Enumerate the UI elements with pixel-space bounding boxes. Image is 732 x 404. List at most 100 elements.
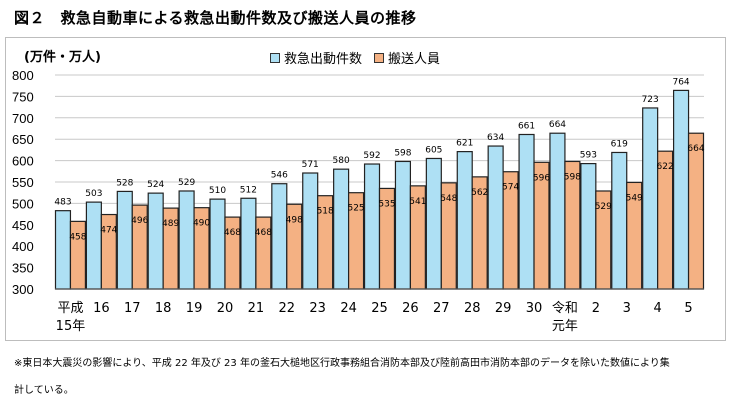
data-label-dispatch: 593 bbox=[580, 151, 597, 161]
x-tick-label: 平成 bbox=[57, 301, 83, 316]
legend-item-transport: 搬送人員 bbox=[374, 48, 440, 67]
x-tick-label: 27 bbox=[433, 301, 450, 316]
data-label-transport: 458 bbox=[69, 232, 86, 242]
y-tick-label: 750 bbox=[12, 89, 34, 104]
data-label-transport: 496 bbox=[131, 216, 148, 226]
bar-dispatch bbox=[456, 151, 473, 290]
legend-label-dispatch: 救急出動件数 bbox=[284, 52, 363, 67]
data-label-transport: 474 bbox=[100, 226, 117, 236]
y-tick-label: 400 bbox=[12, 239, 34, 254]
y-tick-label: 300 bbox=[12, 282, 34, 297]
data-label-transport: 541 bbox=[409, 197, 426, 207]
data-label-transport: 598 bbox=[564, 172, 581, 182]
bar-dispatch bbox=[394, 160, 412, 290]
x-tick-label: 5 bbox=[684, 301, 692, 316]
y-tick-label: 350 bbox=[12, 261, 34, 276]
data-label-transport: 664 bbox=[687, 144, 704, 154]
bar-dispatch bbox=[642, 107, 659, 290]
bar-transport bbox=[687, 132, 705, 290]
bar-dispatch bbox=[271, 183, 288, 290]
data-label-dispatch: 764 bbox=[672, 77, 689, 87]
data-label-dispatch: 661 bbox=[518, 121, 535, 131]
data-label-dispatch: 512 bbox=[240, 185, 257, 195]
x-tick-label: 29 bbox=[495, 301, 512, 316]
data-label-dispatch: 619 bbox=[611, 139, 628, 149]
data-label-dispatch: 598 bbox=[394, 148, 411, 158]
y-tick-label: 500 bbox=[12, 196, 34, 211]
data-label-transport: 489 bbox=[162, 219, 179, 229]
y-axis-unit-label: (万件・万人) bbox=[24, 50, 101, 65]
data-label-dispatch: 524 bbox=[147, 180, 164, 190]
x-tick-label: 28 bbox=[464, 301, 481, 316]
bar-dispatch bbox=[487, 145, 504, 290]
x-tick-label: 4 bbox=[654, 301, 662, 316]
x-tick-label: 15年 bbox=[56, 319, 86, 334]
y-tick-label: 600 bbox=[12, 154, 34, 169]
x-tick-label: 25 bbox=[371, 301, 388, 316]
footnote-line-2: 計している。 bbox=[14, 385, 74, 396]
data-label-dispatch: 529 bbox=[178, 178, 195, 188]
x-tick-label: 20 bbox=[217, 301, 234, 316]
y-tick-label: 550 bbox=[12, 175, 34, 190]
bar-dispatch bbox=[363, 163, 381, 290]
data-label-transport: 562 bbox=[471, 188, 488, 198]
bar-dispatch bbox=[116, 190, 133, 290]
data-label-transport: 596 bbox=[533, 173, 550, 183]
data-label-transport: 490 bbox=[193, 219, 210, 229]
data-label-transport: 518 bbox=[317, 207, 334, 217]
bar-dispatch bbox=[302, 172, 319, 290]
data-label-transport: 525 bbox=[347, 204, 364, 214]
legend-label-transport: 搬送人員 bbox=[388, 52, 441, 67]
x-tick-label: 30 bbox=[526, 301, 543, 316]
data-label-transport: 529 bbox=[595, 202, 612, 212]
y-tick-label: 800 bbox=[12, 68, 34, 83]
bar-dispatch bbox=[147, 192, 164, 290]
data-label-dispatch: 605 bbox=[425, 145, 442, 155]
chart-title: 図２ 救急自動車による救急出動件数及び搬送人員の推移 bbox=[14, 9, 417, 27]
data-label-dispatch: 483 bbox=[54, 198, 71, 208]
x-tick-label: 16 bbox=[93, 301, 110, 316]
data-label-transport: 498 bbox=[286, 215, 303, 225]
x-tick-label: 18 bbox=[155, 301, 172, 316]
data-label-dispatch: 528 bbox=[116, 178, 133, 188]
data-label-dispatch: 510 bbox=[209, 186, 226, 196]
legend-swatch-dispatch bbox=[270, 52, 280, 63]
x-tick-label: 17 bbox=[124, 301, 141, 316]
bar-dispatch bbox=[209, 198, 226, 290]
x-tick-label: 19 bbox=[186, 301, 203, 316]
data-label-transport: 622 bbox=[657, 162, 674, 172]
data-label-dispatch: 723 bbox=[642, 95, 659, 105]
data-label-dispatch: 664 bbox=[549, 120, 566, 130]
data-label-dispatch: 580 bbox=[333, 156, 350, 166]
x-tick-label: 26 bbox=[402, 301, 419, 316]
y-tick-label: 700 bbox=[12, 111, 34, 126]
data-label-dispatch: 592 bbox=[363, 151, 380, 161]
x-tick-label: 令和 bbox=[552, 301, 578, 316]
legend: 救急出動件数 搬送人員 bbox=[270, 48, 440, 67]
x-tick-label: 23 bbox=[309, 301, 326, 316]
bar-dispatch bbox=[85, 201, 102, 290]
x-tick-label: 3 bbox=[623, 301, 631, 316]
bar-dispatch bbox=[240, 197, 257, 290]
legend-swatch-transport bbox=[374, 52, 385, 63]
data-label-transport: 535 bbox=[378, 199, 395, 209]
bar-dispatch bbox=[580, 162, 597, 290]
data-label-transport: 468 bbox=[255, 228, 272, 238]
bar-dispatch bbox=[333, 168, 350, 290]
bar-dispatch bbox=[549, 132, 566, 290]
x-tick-label: 22 bbox=[279, 301, 296, 316]
data-label-transport: 549 bbox=[626, 193, 643, 203]
chart-frame bbox=[5, 37, 726, 341]
bar-dispatch bbox=[672, 89, 690, 290]
data-label-transport: 574 bbox=[502, 183, 519, 193]
y-tick-label: 650 bbox=[12, 132, 34, 147]
data-label-dispatch: 621 bbox=[456, 139, 473, 149]
bar-dispatch bbox=[178, 190, 195, 290]
bar-dispatch bbox=[425, 157, 442, 290]
x-tick-label: 24 bbox=[340, 301, 357, 316]
data-label-dispatch: 571 bbox=[302, 160, 319, 170]
bar-dispatch bbox=[518, 133, 535, 290]
data-label-dispatch: 634 bbox=[487, 133, 504, 143]
y-tick-label: 450 bbox=[12, 218, 34, 233]
